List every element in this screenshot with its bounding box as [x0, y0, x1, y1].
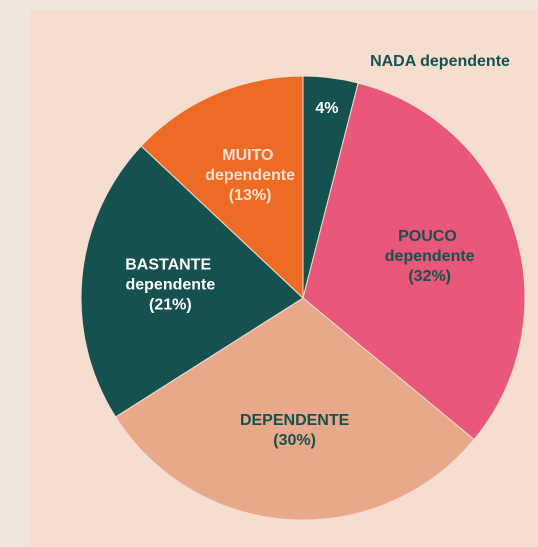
pie-slice	[302, 82, 526, 441]
slice-label: POUCO dependente	[385, 228, 475, 265]
label-line: BASTANTE	[125, 257, 215, 274]
value-label: (13%)	[229, 187, 272, 204]
pie-slice	[80, 145, 304, 418]
label-line: dependente	[125, 277, 215, 294]
value-label: 4%	[315, 100, 338, 117]
label-line: dependente	[205, 167, 295, 184]
value-label: (30%)	[273, 432, 316, 449]
label-line: DEPENDENTE	[240, 412, 350, 429]
value-label: (21%)	[149, 297, 192, 314]
pie-slice	[140, 75, 304, 300]
slice-label: BASTANTE dependente	[125, 257, 215, 294]
value-label: (32%)	[408, 268, 451, 285]
label-line: dependente	[385, 248, 475, 265]
slice-label: MUITO dependente	[205, 147, 295, 184]
label-line: MUITO	[222, 147, 278, 164]
label-line: POUCO	[398, 228, 461, 245]
slice-label: DEPENDENTE	[240, 412, 350, 429]
pie-slice	[114, 297, 475, 521]
slice-name: NADA dependente	[370, 53, 510, 70]
